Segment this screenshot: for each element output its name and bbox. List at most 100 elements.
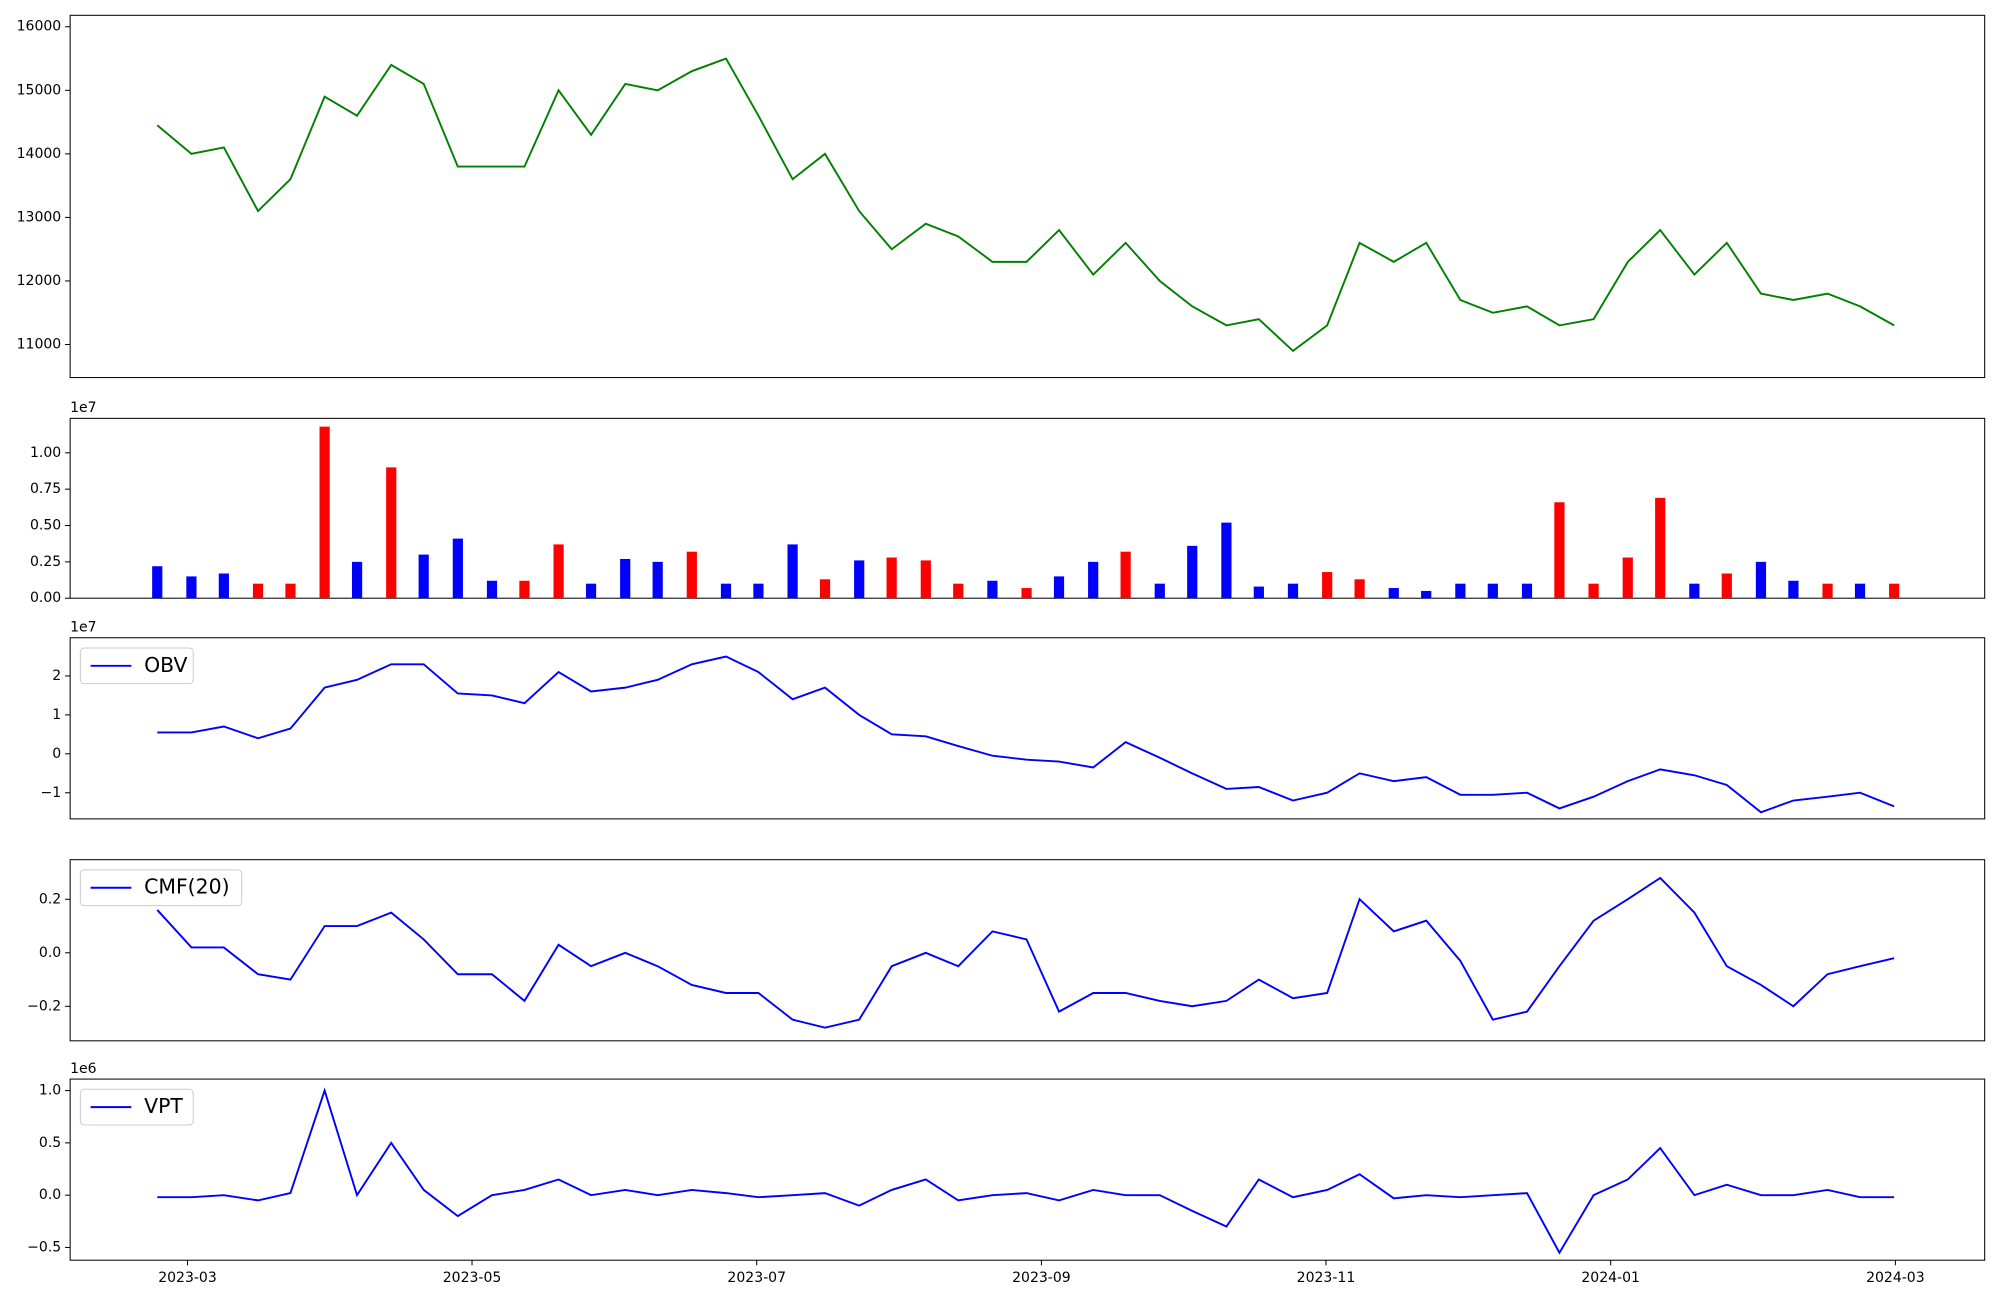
legend-label: OBV — [144, 653, 187, 677]
bar — [720, 583, 732, 599]
y-tick-label: −1 — [41, 785, 62, 801]
bar — [252, 583, 264, 599]
axes-frame — [69, 1078, 1986, 1261]
y-tick-label: 0.00 — [30, 590, 61, 606]
axes-frame — [69, 14, 1986, 379]
bar — [686, 551, 697, 599]
y-tick-label: 0 — [52, 746, 61, 762]
axes-frame — [69, 637, 1986, 820]
bar — [486, 580, 498, 599]
bar — [1822, 583, 1833, 599]
bar — [152, 566, 163, 599]
bar — [620, 558, 631, 599]
bar — [1287, 583, 1299, 599]
bar — [285, 583, 296, 599]
legend-box — [79, 1088, 194, 1126]
bar — [386, 467, 397, 599]
bar — [1521, 583, 1533, 599]
x-tick-label: 2023-05 — [443, 1270, 502, 1286]
bar — [953, 583, 964, 599]
y-tick-label: 11000 — [17, 337, 62, 353]
bar — [186, 576, 197, 599]
bar — [1221, 522, 1232, 599]
bar — [652, 561, 663, 599]
bar — [854, 560, 865, 599]
y-tick-label: 0.0 — [39, 945, 61, 961]
bar — [1187, 545, 1198, 599]
y-tick-label: 12000 — [17, 273, 62, 289]
offset-label: 1e7 — [70, 620, 96, 636]
bar — [519, 580, 530, 599]
y-tick-label: 0.2 — [39, 891, 61, 907]
y-tick-label: −0.5 — [27, 1239, 61, 1255]
x-tick-label: 2024-01 — [1581, 1270, 1640, 1286]
bar — [1854, 583, 1866, 599]
y-tick-label: 13000 — [17, 209, 62, 225]
bar — [1253, 586, 1264, 599]
bar — [1721, 573, 1732, 599]
line — [157, 1087, 1895, 1255]
y-tick-label: 0.50 — [30, 518, 61, 534]
x-tick-label: 2023-09 — [1012, 1270, 1071, 1286]
y-tick-label: 0.0 — [39, 1187, 61, 1203]
y-tick-label: 0.25 — [30, 554, 61, 570]
bar — [1487, 583, 1498, 599]
bar — [1088, 561, 1099, 599]
bar — [319, 426, 330, 599]
bar — [787, 544, 798, 599]
bar — [1889, 583, 1900, 599]
x-tick-label: 2023-11 — [1297, 1270, 1356, 1286]
axes-frame — [69, 859, 1986, 1042]
bar — [1154, 583, 1165, 599]
bar — [585, 583, 597, 599]
x-tick-label: 2024-03 — [1866, 1270, 1925, 1286]
bar — [1455, 583, 1466, 599]
y-tick-label: 2 — [52, 668, 61, 684]
bar — [1354, 579, 1365, 599]
bar — [1689, 583, 1700, 599]
y-tick-label: 0.75 — [30, 481, 61, 497]
offset-label: 1e7 — [70, 400, 96, 416]
y-tick-label: −0.2 — [27, 998, 61, 1014]
legend-label: CMF(20) — [144, 875, 229, 899]
bar — [218, 573, 229, 599]
bar — [1554, 502, 1565, 599]
y-tick-label: 14000 — [17, 146, 62, 162]
x-tick-label: 2023-07 — [727, 1270, 786, 1286]
y-tick-label: 1.00 — [30, 445, 61, 461]
legend-box — [79, 647, 194, 685]
y-tick-label: 16000 — [17, 19, 62, 35]
bar — [1120, 551, 1131, 599]
bar — [351, 561, 363, 599]
bar — [1788, 580, 1799, 599]
bar — [1322, 572, 1333, 599]
line — [157, 655, 1895, 814]
bar — [753, 583, 764, 599]
line — [156, 57, 1895, 353]
bar — [1421, 590, 1432, 599]
line — [156, 876, 1895, 1029]
offset-label: 1e6 — [70, 1061, 97, 1077]
bar — [1388, 588, 1399, 599]
bar — [987, 580, 998, 599]
bar — [1053, 576, 1065, 599]
legend-box — [79, 869, 243, 907]
bar — [553, 544, 564, 599]
y-tick-label: 15000 — [17, 82, 62, 98]
bar — [1622, 557, 1633, 599]
bar — [452, 538, 463, 599]
bar — [1588, 583, 1599, 599]
bar — [1655, 497, 1666, 599]
y-tick-label: 0.5 — [39, 1135, 61, 1151]
legend-label: VPT — [144, 1094, 183, 1118]
y-tick-label: 1.0 — [39, 1083, 61, 1099]
bar — [819, 579, 831, 599]
bar — [418, 554, 429, 599]
x-tick-label: 2023-03 — [158, 1270, 217, 1286]
bar — [1755, 561, 1767, 599]
bar — [1021, 588, 1032, 599]
bar — [886, 557, 897, 599]
y-tick-label: 1 — [52, 707, 61, 723]
